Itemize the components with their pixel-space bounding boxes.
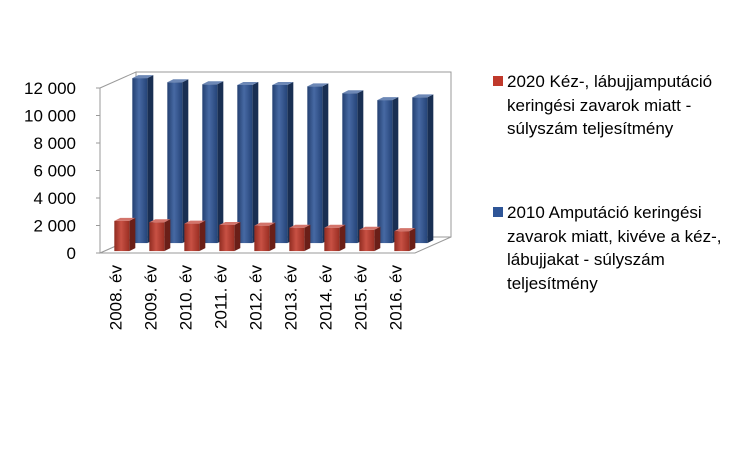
bar-2020-5 bbox=[289, 224, 311, 252]
y-tick-label: 8 000 bbox=[33, 134, 76, 153]
bar-2010-2 bbox=[202, 81, 224, 244]
x-tick-label: 2013. év bbox=[282, 265, 301, 331]
bar-2010-5 bbox=[307, 83, 329, 244]
bar-2010-1 bbox=[167, 79, 189, 244]
bar-2010-6 bbox=[342, 90, 364, 244]
bar-2020-8 bbox=[394, 228, 416, 252]
legend-item-2020: 2020 Kéz-, lábujjamputáció keringési zav… bbox=[493, 70, 743, 141]
bar-2020-7 bbox=[359, 226, 381, 252]
y-tick-label: 2 000 bbox=[33, 217, 76, 236]
legend-label-2010: 2010 Amputáció keringési zavarok miatt, … bbox=[507, 203, 722, 293]
legend-swatch-2020 bbox=[493, 76, 503, 86]
bar-2020-2 bbox=[184, 220, 206, 252]
y-tick-label: 12 000 bbox=[24, 79, 76, 98]
x-tick-label: 2012. év bbox=[247, 265, 266, 331]
bar-2020-3 bbox=[219, 221, 241, 252]
y-tick-label: 4 000 bbox=[33, 189, 76, 208]
bar-2020-1 bbox=[149, 219, 171, 252]
x-tick-label: 2008. év bbox=[107, 265, 126, 331]
bar-2010-8 bbox=[412, 94, 434, 244]
y-tick-label: 6 000 bbox=[33, 162, 76, 181]
bar-2010-7 bbox=[377, 97, 399, 244]
bar-2010-0 bbox=[132, 75, 154, 244]
legend-label-2020: 2020 Kéz-, lábujjamputáció keringési zav… bbox=[507, 72, 713, 138]
bar-2020-0 bbox=[114, 217, 136, 252]
y-tick-label: 0 bbox=[67, 244, 76, 263]
x-tick-label: 2014. év bbox=[317, 265, 336, 331]
x-tick-label: 2015. év bbox=[352, 265, 371, 331]
x-tick-label: 2016. év bbox=[387, 265, 406, 331]
legend-swatch-2010 bbox=[493, 207, 503, 217]
x-tick-label: 2009. év bbox=[142, 265, 161, 331]
x-tick-label: 2011. év bbox=[212, 265, 231, 329]
bar-2010-3 bbox=[237, 81, 259, 244]
bar-2010-4 bbox=[272, 81, 294, 244]
bar-2020-4 bbox=[254, 222, 276, 252]
bar-2020-6 bbox=[324, 224, 346, 252]
y-tick-label: 10 000 bbox=[24, 107, 76, 126]
legend-item-2010: 2010 Amputáció keringési zavarok miatt, … bbox=[493, 201, 743, 295]
x-tick-label: 2010. év bbox=[177, 265, 196, 331]
